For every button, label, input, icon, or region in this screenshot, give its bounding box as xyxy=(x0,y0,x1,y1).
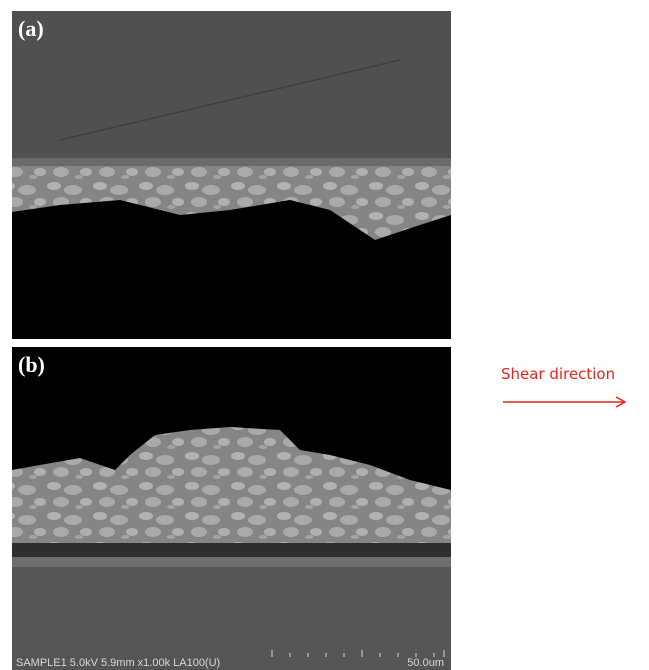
arrow xyxy=(503,397,625,407)
panel-label: (a) xyxy=(18,16,44,41)
dark-streak xyxy=(12,543,451,557)
panel-a: (a) xyxy=(12,11,451,339)
interface xyxy=(12,158,451,166)
figure: (a) (b) SAMPLE1 5.0kV 5.9mm x1.00k LA100… xyxy=(0,0,649,670)
panel-label: (b) xyxy=(18,352,45,377)
panel-b: (b) SAMPLE1 5.0kV 5.9mm x1.00k LA100(U) … xyxy=(12,347,451,670)
sem-info: SAMPLE1 5.0kV 5.9mm x1.00k LA100(U) xyxy=(16,657,220,669)
annotation: Shear direction xyxy=(501,365,615,383)
page: (a) (b) SAMPLE1 5.0kV 5.9mm x1.00k LA100… xyxy=(0,0,649,670)
scale-length: 50.0um xyxy=(407,657,444,669)
interface xyxy=(12,557,451,567)
